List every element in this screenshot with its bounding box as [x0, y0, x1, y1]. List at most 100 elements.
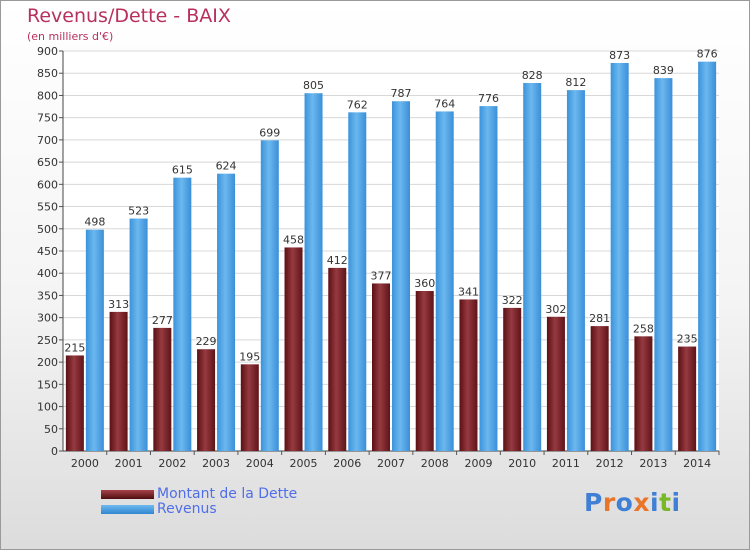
- bar-revenue: [566, 90, 585, 451]
- bar-revenue: [654, 78, 673, 451]
- x-tick-label: 2004: [246, 457, 274, 470]
- y-tick-label: 300: [37, 312, 58, 325]
- data-label-debt: 458: [283, 233, 304, 246]
- bar-revenue: [435, 111, 454, 451]
- data-label-debt: 277: [152, 314, 173, 327]
- x-tick-label: 2005: [290, 457, 318, 470]
- logo-letter: i: [671, 488, 681, 517]
- data-label-revenue: 615: [172, 164, 193, 177]
- bar-debt: [328, 267, 347, 451]
- bar-debt: [634, 336, 653, 451]
- bar-revenue: [610, 63, 629, 451]
- bar-revenue: [523, 83, 542, 451]
- y-tick-label: 150: [37, 378, 58, 391]
- x-tick-label: 2000: [71, 457, 99, 470]
- bar-revenue: [392, 101, 410, 451]
- data-label-revenue: 776: [478, 92, 499, 105]
- data-label-debt: 313: [108, 298, 129, 311]
- y-tick-label: 200: [37, 356, 58, 369]
- data-label-debt: 235: [677, 333, 698, 346]
- data-label-debt: 281: [589, 312, 610, 325]
- bar-revenue: [348, 112, 367, 451]
- data-label-revenue: 523: [128, 205, 149, 218]
- y-tick-label: 450: [37, 245, 58, 258]
- logo-letter: r: [602, 488, 616, 517]
- legend-swatch-debt: [101, 490, 154, 499]
- data-label-revenue: 812: [565, 76, 586, 89]
- legend-label-debt: Montant de la Dette: [157, 486, 298, 502]
- y-tick-label: 750: [37, 112, 58, 125]
- y-tick-label: 350: [37, 289, 58, 302]
- legend-label-revenue: Revenus: [157, 501, 217, 517]
- y-tick-label: 900: [37, 45, 58, 58]
- data-label-debt: 195: [239, 350, 260, 363]
- bar-debt: [372, 283, 390, 451]
- logo-letter: o: [615, 488, 634, 517]
- bar-debt: [546, 316, 565, 451]
- bar-revenue: [173, 177, 192, 451]
- legend-swatch-revenue: [101, 505, 154, 514]
- data-label-debt: 412: [327, 254, 348, 267]
- data-label-revenue: 873: [609, 49, 630, 62]
- bar-revenue: [129, 218, 148, 451]
- x-tick-label: 2002: [158, 457, 186, 470]
- y-tick-label: 0: [51, 445, 58, 458]
- y-tick-label: 250: [37, 334, 58, 347]
- logo-letter: P: [584, 488, 603, 517]
- bar-debt: [415, 291, 434, 451]
- bar-debt: [65, 355, 84, 451]
- x-tick-label: 2003: [202, 457, 230, 470]
- logo-letter: x: [633, 488, 650, 517]
- bar-revenue: [698, 61, 717, 452]
- x-tick-label: 2009: [464, 457, 492, 470]
- logo-letter: i: [650, 488, 660, 517]
- data-label-revenue: 498: [84, 216, 105, 229]
- logo-letter: t: [659, 488, 672, 517]
- y-tick-label: 500: [37, 223, 58, 236]
- bar-debt: [240, 364, 259, 451]
- x-tick-label: 2010: [508, 457, 536, 470]
- bar-revenue: [479, 106, 498, 451]
- y-tick-label: 800: [37, 89, 58, 102]
- chart-title: Revenus/Dette - BAIX: [27, 5, 231, 27]
- bar-revenue: [304, 93, 323, 451]
- data-label-revenue: 699: [259, 126, 280, 139]
- x-tick-label: 2011: [552, 457, 580, 470]
- y-tick-label: 600: [37, 178, 58, 191]
- data-label-debt: 322: [502, 294, 523, 307]
- chart-subtitle: (en milliers d'€): [27, 30, 114, 43]
- y-tick-label: 650: [37, 156, 58, 169]
- bar-debt: [590, 326, 609, 451]
- y-tick-label: 50: [44, 423, 58, 436]
- y-tick-label: 400: [37, 267, 58, 280]
- data-label-revenue: 787: [391, 87, 412, 100]
- bar-debt: [284, 247, 303, 451]
- bar-debt: [459, 299, 478, 451]
- data-label-debt: 215: [64, 341, 85, 354]
- bar-revenue: [85, 229, 104, 451]
- x-tick-label: 2007: [377, 457, 405, 470]
- x-tick-label: 2001: [115, 457, 143, 470]
- bar-revenue: [217, 173, 236, 451]
- x-tick-label: 2006: [333, 457, 361, 470]
- y-tick-label: 700: [37, 134, 58, 147]
- x-tick-label: 2013: [639, 457, 667, 470]
- y-tick-label: 550: [37, 201, 58, 214]
- x-tick-label: 2014: [683, 457, 711, 470]
- data-label-revenue: 828: [522, 69, 543, 82]
- bar-debt: [109, 311, 128, 451]
- y-tick-label: 100: [37, 401, 58, 414]
- data-label-revenue: 876: [697, 48, 718, 61]
- data-label-revenue: 762: [347, 98, 368, 111]
- data-label-debt: 229: [196, 335, 217, 348]
- x-tick-label: 2008: [421, 457, 449, 470]
- x-tick-label: 2012: [596, 457, 624, 470]
- data-label-revenue: 624: [216, 160, 237, 173]
- bar-revenue: [260, 140, 279, 452]
- y-tick-label: 850: [37, 67, 58, 80]
- bar-debt: [153, 327, 172, 451]
- data-label-debt: 360: [414, 277, 435, 290]
- data-label-debt: 302: [545, 303, 566, 316]
